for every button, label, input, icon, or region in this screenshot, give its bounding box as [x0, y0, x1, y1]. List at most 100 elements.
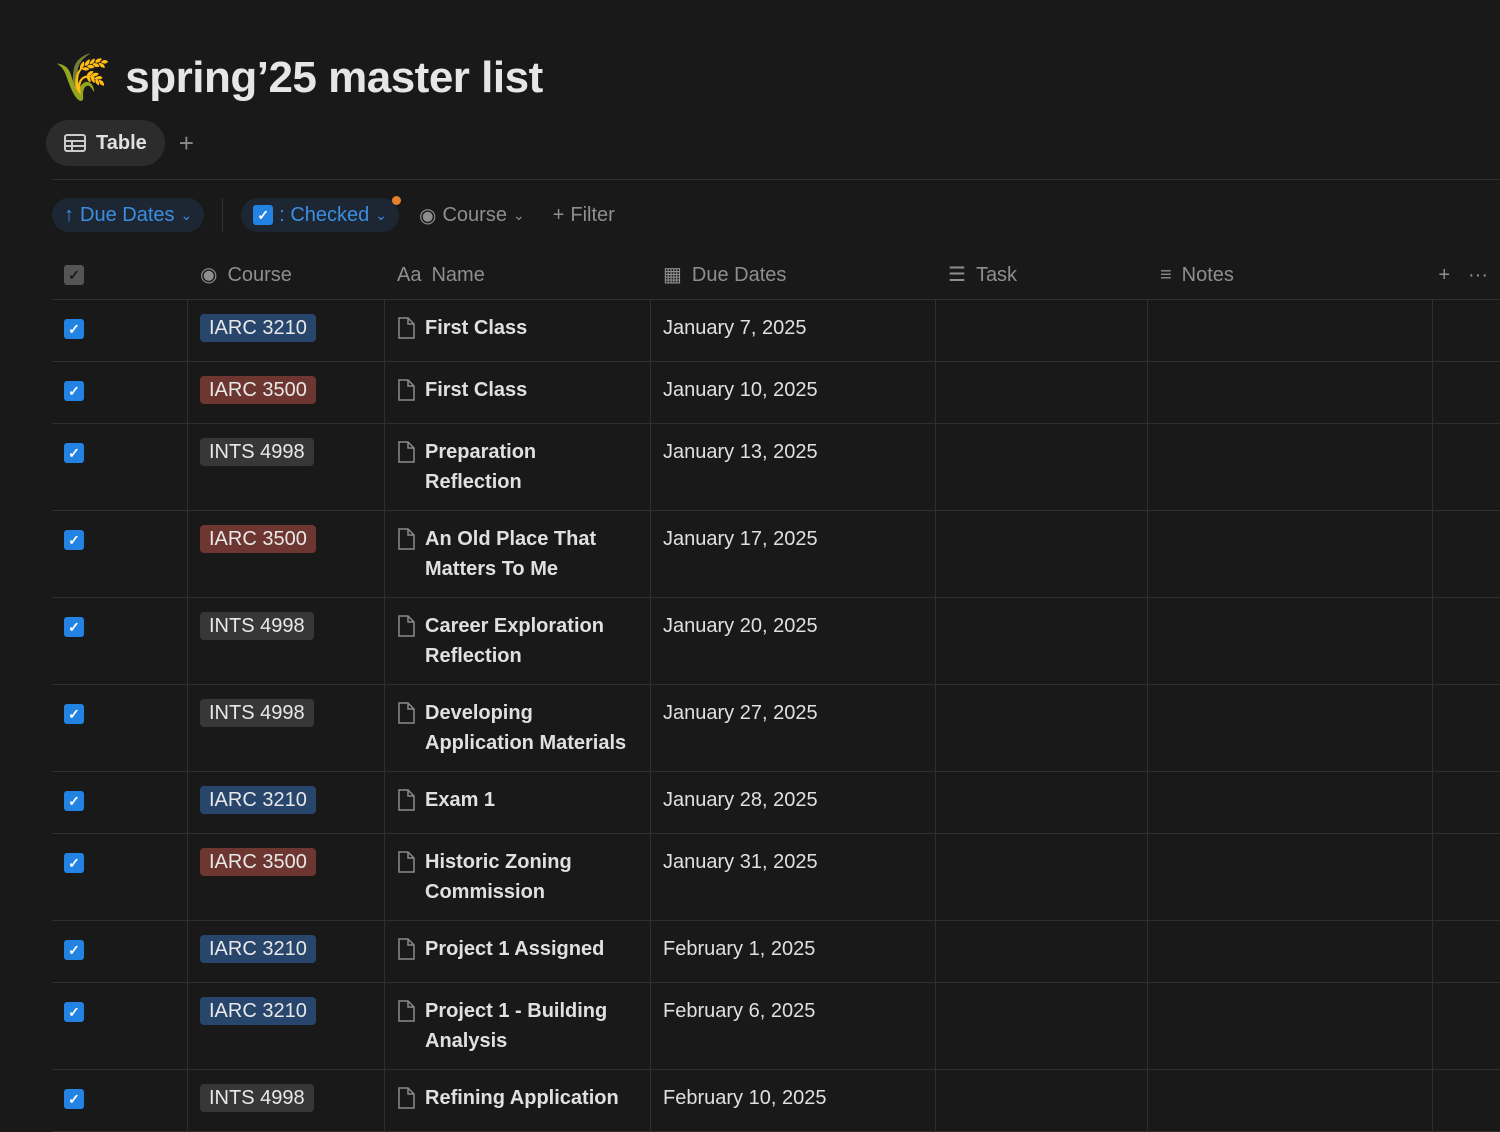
row-checkbox[interactable]: ✓	[64, 443, 84, 463]
task-cell[interactable]	[936, 685, 1148, 771]
notes-cell[interactable]	[1148, 511, 1433, 597]
notes-cell[interactable]	[1148, 598, 1433, 684]
add-view-button[interactable]: +	[178, 127, 194, 158]
row-name[interactable]: Developing Application Materials	[397, 698, 638, 758]
task-cell[interactable]	[936, 921, 1148, 982]
checked-filter-button[interactable]: ✓: Checked ⌄	[241, 196, 402, 232]
row-checkbox[interactable]: ✓	[64, 704, 84, 724]
divider	[222, 198, 224, 232]
course-tag[interactable]: IARC 3500	[200, 525, 316, 553]
course-tag[interactable]: IARC 3500	[200, 376, 316, 404]
page-icon	[397, 1000, 415, 1056]
due-date[interactable]: January 20, 2025	[663, 615, 818, 637]
sort-due-dates-button[interactable]: ↑ Due Dates ⌄	[52, 198, 205, 232]
table-row: ✓ IARC 3210 First Class January 7, 2025	[52, 300, 1500, 362]
course-tag[interactable]: INTS 4998	[200, 699, 314, 727]
row-checkbox[interactable]: ✓	[64, 1089, 84, 1109]
course-tag[interactable]: IARC 3210	[200, 997, 316, 1025]
rice-icon[interactable]: 🌾	[54, 51, 112, 103]
due-date[interactable]: February 10, 2025	[663, 1087, 827, 1109]
page-icon	[397, 317, 415, 348]
plus-icon: +	[552, 203, 565, 226]
column-header-name[interactable]: Aa Name	[385, 260, 651, 290]
name-text: Career Exploration Reflection	[425, 615, 604, 667]
course-tag[interactable]: IARC 3210	[200, 935, 316, 963]
course-tag[interactable]: INTS 4998	[200, 612, 314, 640]
due-date[interactable]: January 10, 2025	[663, 379, 818, 401]
row-name[interactable]: Historic Zoning Commission	[397, 847, 638, 907]
row-checkbox[interactable]: ✓	[64, 791, 84, 811]
row-name[interactable]: An Old Place That Matters To Me	[397, 524, 638, 584]
row-name[interactable]: First Class	[397, 313, 638, 348]
row-name[interactable]: Project 1 - Building Analysis	[397, 996, 638, 1056]
table-row: ✓ IARC 3500 First Class January 10, 2025	[52, 362, 1500, 424]
notes-cell[interactable]	[1148, 834, 1433, 920]
table-row: ✓ IARC 3210 Exam 1 January 28, 2025	[52, 772, 1500, 834]
task-cell[interactable]	[936, 983, 1148, 1069]
notes-cell[interactable]	[1148, 983, 1433, 1069]
row-checkbox[interactable]: ✓	[64, 940, 84, 960]
row-name[interactable]: Exam 1	[397, 785, 638, 820]
notes-cell[interactable]	[1148, 921, 1433, 982]
table-row: ✓ IARC 3500 An Old Place That Matters To…	[52, 511, 1500, 598]
task-cell[interactable]	[936, 598, 1148, 684]
column-header-course[interactable]: ◉ Course	[188, 260, 385, 290]
notes-cell[interactable]	[1148, 1070, 1433, 1131]
task-cell[interactable]	[936, 511, 1148, 597]
task-cell[interactable]	[936, 300, 1148, 361]
tab-table[interactable]: Table	[46, 120, 165, 166]
column-header-due-dates[interactable]: ▦ Due Dates	[651, 260, 936, 290]
task-cell[interactable]	[936, 424, 1148, 510]
page-icon	[397, 702, 415, 758]
filter-label: : Checked	[279, 203, 370, 226]
due-date[interactable]: January 27, 2025	[663, 702, 818, 724]
course-tag[interactable]: INTS 4998	[200, 438, 314, 466]
select-all-checkbox[interactable]: ✓	[52, 264, 188, 285]
lines-icon: ≡	[1160, 263, 1172, 286]
header-label: Name	[431, 263, 485, 286]
table-header: ✓ ◉ Course Aa Name ▦ Due Dates ☰ Task ≡ Notes…	[52, 250, 1500, 300]
course-tag[interactable]: INTS 4998	[200, 1084, 314, 1112]
row-name[interactable]: Preparation Reflection	[397, 437, 638, 497]
course-tag[interactable]: IARC 3500	[200, 848, 316, 876]
calendar-icon: ▦	[663, 263, 682, 286]
notes-cell[interactable]	[1148, 300, 1433, 361]
row-checkbox[interactable]: ✓	[64, 1002, 84, 1022]
notes-cell[interactable]	[1148, 772, 1433, 833]
course-filter-button[interactable]: ◉ Course ⌄	[411, 203, 533, 228]
row-name[interactable]: Career Exploration Reflection	[397, 611, 638, 671]
row-checkbox[interactable]: ✓	[64, 530, 84, 550]
due-date[interactable]: January 31, 2025	[663, 851, 818, 873]
task-cell[interactable]	[936, 362, 1148, 423]
name-text: First Class	[425, 379, 528, 401]
row-name[interactable]: First Class	[397, 375, 638, 410]
due-date[interactable]: January 13, 2025	[663, 441, 818, 463]
course-tag[interactable]: IARC 3210	[200, 786, 316, 814]
page-icon	[397, 528, 415, 584]
task-cell[interactable]	[936, 1070, 1148, 1131]
add-filter-button[interactable]: + Filter	[545, 204, 623, 227]
row-checkbox[interactable]: ✓	[64, 319, 84, 339]
row-checkbox[interactable]: ✓	[64, 381, 84, 401]
notes-cell[interactable]	[1148, 685, 1433, 771]
page-title[interactable]: spring’25 master list	[125, 52, 543, 102]
due-date[interactable]: January 28, 2025	[663, 789, 818, 811]
table-row: ✓ INTS 4998 Preparation Reflection Janua…	[52, 424, 1500, 511]
due-date[interactable]: February 6, 2025	[663, 1000, 816, 1022]
column-header-task[interactable]: ☰ Task	[936, 260, 1148, 290]
due-date[interactable]: January 17, 2025	[663, 528, 818, 550]
row-name[interactable]: Project 1 Assigned	[397, 934, 638, 969]
due-date[interactable]: January 7, 2025	[663, 317, 807, 339]
notes-cell[interactable]	[1148, 424, 1433, 510]
row-checkbox[interactable]: ✓	[64, 853, 84, 873]
add-column-button[interactable]: +	[1438, 263, 1451, 286]
due-date[interactable]: February 1, 2025	[663, 938, 816, 960]
course-tag[interactable]: IARC 3210	[200, 314, 316, 342]
row-name[interactable]: Refining Application	[397, 1083, 638, 1118]
column-header-notes[interactable]: ≡ Notes	[1148, 260, 1433, 290]
task-cell[interactable]	[936, 834, 1148, 920]
more-icon[interactable]: ···	[1468, 263, 1488, 286]
task-cell[interactable]	[936, 772, 1148, 833]
notes-cell[interactable]	[1148, 362, 1433, 423]
row-checkbox[interactable]: ✓	[64, 617, 84, 637]
